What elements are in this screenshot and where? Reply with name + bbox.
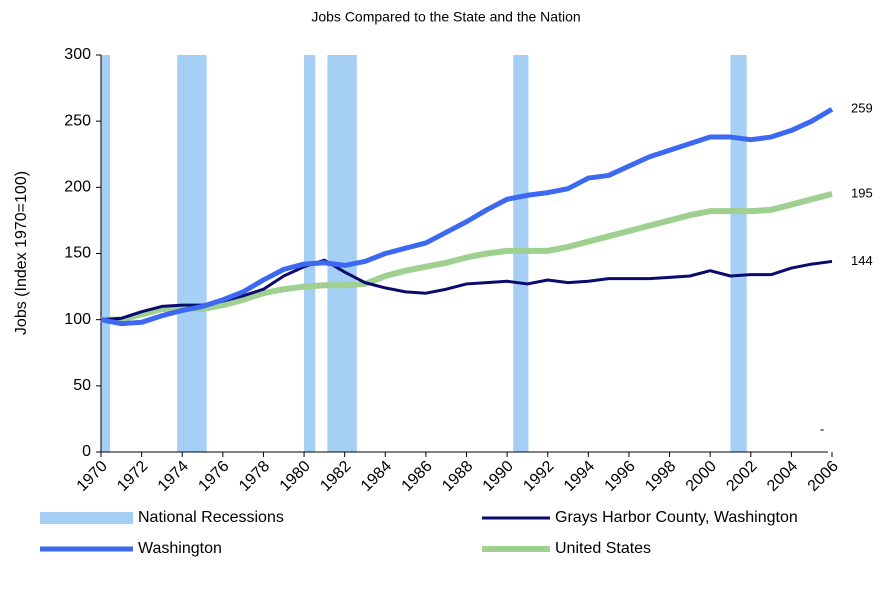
x-tick-label: 1978 [236, 458, 273, 495]
x-tick-label: 1976 [195, 458, 232, 495]
x-tick-label: 2000 [683, 458, 720, 495]
recession-band [101, 55, 111, 452]
x-tick-label: 1992 [520, 458, 557, 495]
series-line [100, 107, 834, 327]
legend-label: United States [555, 540, 651, 557]
recession-band [327, 55, 357, 452]
x-tick-label: 1994 [561, 458, 598, 495]
y-tick-label: 100 [64, 311, 91, 328]
y-tick-label: 150 [64, 245, 91, 262]
series-line [101, 191, 833, 323]
x-tick-label: 1972 [114, 458, 151, 495]
legend-label: Washington [138, 540, 222, 557]
x-tick-label: 1970 [74, 458, 111, 495]
x-tick-label: 1990 [480, 458, 517, 495]
x-tick-label: 2002 [723, 458, 760, 495]
x-tick-label: 1996 [602, 458, 639, 495]
legend-swatch [40, 512, 133, 524]
chart-title: Jobs Compared to the State and the Natio… [311, 9, 580, 25]
recession-band [730, 55, 747, 452]
x-tick-label: 1998 [642, 458, 679, 495]
end-label: 144 [851, 253, 873, 268]
y-tick-label: 300 [64, 46, 91, 63]
end-label: 195 [851, 185, 873, 200]
recession-band [304, 55, 316, 452]
y-tick-label: 200 [64, 179, 91, 196]
y-tick-label: 0 [82, 443, 91, 460]
x-tick-label: 1980 [277, 458, 314, 495]
end-label: 259 [851, 101, 873, 116]
x-tick-label: 1982 [317, 458, 354, 495]
x-tick-label: 2006 [805, 458, 842, 495]
x-tick-label: 1988 [439, 458, 476, 495]
x-tick-label: 2004 [764, 458, 801, 495]
x-tick-label: 1986 [399, 458, 436, 495]
legend-label: Grays Harbor County, Washington [555, 509, 798, 526]
x-tick-label: 1974 [155, 458, 192, 495]
y-tick-label: 50 [73, 377, 91, 394]
recession-band [177, 55, 207, 452]
annotation: - [820, 421, 824, 436]
series-line [100, 258, 833, 322]
y-axis-title: Jobs (Index 1970=100) [13, 171, 30, 335]
x-tick-label: 1984 [358, 458, 395, 495]
legend-label: National Recessions [138, 509, 284, 526]
y-tick-label: 250 [64, 112, 91, 129]
